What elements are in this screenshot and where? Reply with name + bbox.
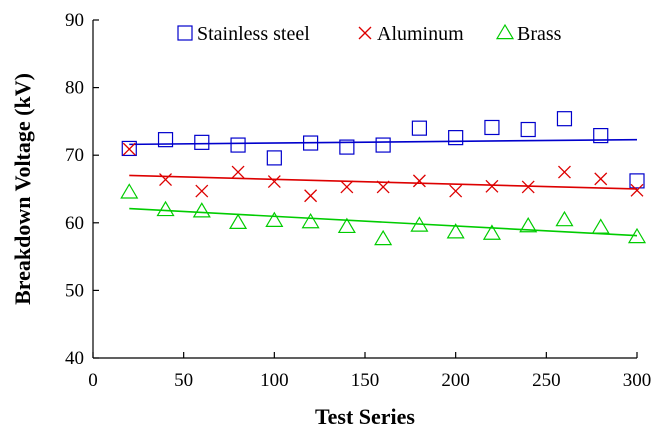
data-point <box>122 142 136 156</box>
y-ticks: 40 50 60 70 80 90 <box>65 10 99 369</box>
data-point <box>120 183 139 199</box>
series-stainless-steel <box>121 111 645 189</box>
y-tick-label: 90 <box>65 10 84 31</box>
data-point <box>339 139 355 155</box>
x-tick-label: 50 <box>174 370 193 391</box>
data-point <box>411 120 427 136</box>
data-point <box>520 121 536 138</box>
x-tick-label: 200 <box>441 370 470 391</box>
data-point <box>157 132 174 148</box>
x-tick-label: 150 <box>351 370 380 391</box>
data-point <box>629 173 645 189</box>
data-point <box>556 111 573 127</box>
legend-item: Aluminum <box>358 23 464 45</box>
data-point <box>521 180 535 194</box>
data-point <box>266 150 282 166</box>
data-point <box>593 127 609 144</box>
data-point <box>230 137 246 153</box>
data-point <box>446 223 465 239</box>
x-tick-label: 300 <box>623 370 652 391</box>
legend-label: Stainless steel <box>197 23 310 45</box>
trendline <box>129 138 638 146</box>
legend-label: Aluminum <box>377 23 464 45</box>
data-point <box>159 173 172 186</box>
legend-marker <box>177 25 193 41</box>
data-point <box>267 175 281 189</box>
legend-label: Brass <box>517 23 562 45</box>
y-axis-title: Breakdown Voltage (kV) <box>10 73 35 305</box>
data-point <box>449 184 463 198</box>
data-point <box>374 229 393 246</box>
x-tick-label: 250 <box>532 370 561 391</box>
data-point <box>337 217 356 234</box>
data-point <box>192 202 211 218</box>
data-point <box>412 174 426 188</box>
data-point <box>484 119 500 136</box>
axes <box>92 20 637 359</box>
x-tick-label: 100 <box>260 370 289 391</box>
data-point <box>558 165 571 179</box>
data-point <box>591 218 610 234</box>
series-brass <box>120 183 647 246</box>
data-point <box>410 216 429 232</box>
trendline <box>129 174 638 190</box>
x-axis-title: Test Series <box>315 404 415 429</box>
data-point <box>555 210 574 227</box>
legend-item: Brass <box>495 23 562 45</box>
data-point <box>231 165 245 179</box>
data-point <box>229 213 248 229</box>
legend: Stainless steel Aluminum Brass <box>177 23 562 45</box>
x-ticks: 0 50 100 150 200 250 300 <box>88 352 651 391</box>
y-tick-label: 40 <box>65 348 84 369</box>
data-point <box>594 172 608 186</box>
x-tick-label: 0 <box>88 370 98 391</box>
legend-marker <box>495 23 515 40</box>
y-tick-label: 60 <box>65 213 84 234</box>
data-point <box>195 184 209 198</box>
data-point <box>485 179 499 193</box>
data-point <box>121 140 137 157</box>
data-point <box>304 189 318 203</box>
data-point <box>482 224 501 240</box>
data-point <box>265 211 284 227</box>
y-tick-label: 70 <box>65 145 84 166</box>
legend-marker <box>358 26 372 40</box>
data-point <box>630 183 644 197</box>
data-point <box>303 135 319 151</box>
series-aluminum <box>122 142 644 203</box>
data-point <box>340 180 354 194</box>
data-point <box>301 212 320 229</box>
data-point <box>375 137 391 153</box>
trendline <box>129 207 638 237</box>
y-tick-label: 80 <box>65 78 84 99</box>
data-point <box>448 130 464 146</box>
data-point <box>627 227 647 244</box>
data-point <box>376 180 390 194</box>
y-tick-label: 50 <box>65 280 84 301</box>
data-point <box>194 134 210 150</box>
data-point <box>519 216 538 233</box>
plot-area <box>120 111 647 246</box>
legend-item: Stainless steel <box>177 23 310 45</box>
data-point <box>156 200 175 217</box>
